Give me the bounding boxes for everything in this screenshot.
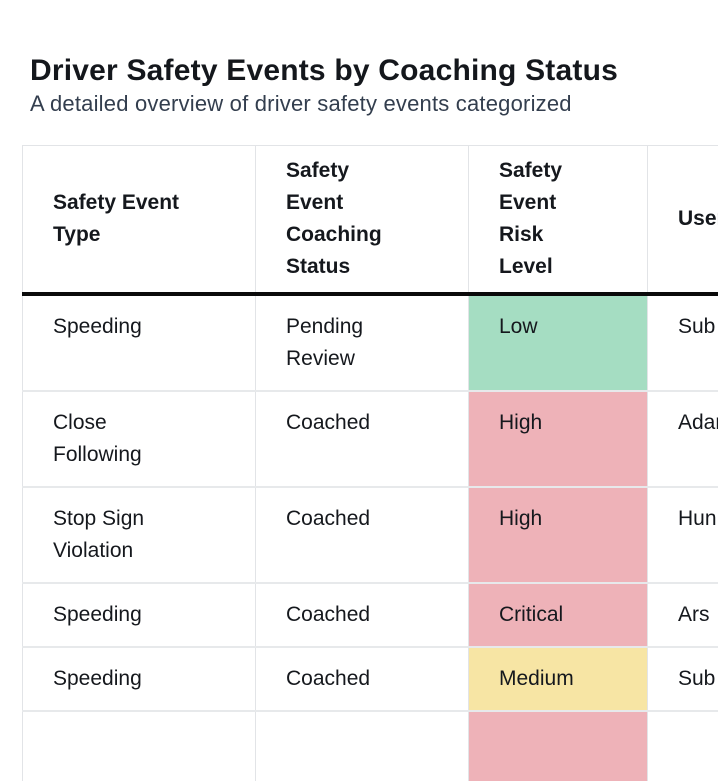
table-row: Speeding Coached Critical Ars: [23, 583, 718, 647]
column-header-safety-event-coaching-status: Safety Event Coaching Status: [256, 146, 469, 295]
cell-coaching-status: Coached: [256, 391, 469, 487]
cell-user-label: Hun: [678, 503, 717, 535]
cell-user: Hun: [648, 487, 718, 583]
cell-user-label: Ars: [678, 599, 710, 631]
column-header-label: Safety Event Coaching Status: [286, 155, 386, 283]
cell-coaching-status-label: Coached: [286, 599, 370, 631]
cell-coaching-status-label: Coached: [286, 407, 370, 439]
cell-safety-event-type: Speeding: [23, 294, 256, 391]
cell-coaching-status: Coached: [256, 487, 469, 583]
cell-safety-event-type-label: Stop Sign Violation: [53, 503, 178, 567]
table-header: Safety Event Type Safety Event Coaching S…: [23, 146, 718, 295]
column-header-label: User: [678, 203, 718, 235]
page-title: Driver Safety Events by Coaching Status: [30, 54, 618, 88]
column-header-label: Safety Event Risk Level: [499, 155, 589, 283]
cell-safety-event-type-label: Speeding: [53, 599, 142, 631]
cell-risk-level-label: High: [499, 407, 542, 439]
cell-safety-event-type: Speeding: [23, 583, 256, 647]
column-header-label: Safety Event Type: [53, 187, 188, 251]
column-header-safety-event-risk-level: Safety Event Risk Level: [469, 146, 648, 295]
cell-user: Sub: [648, 647, 718, 711]
cell-safety-event-type-label: Speeding: [53, 311, 142, 343]
cell-coaching-status-label: Pending Review: [286, 311, 396, 375]
cell-risk-level-label: Low: [499, 311, 538, 343]
cell-risk-level-badge: High: [469, 391, 648, 487]
cell-risk-level-label: Critical: [499, 599, 563, 631]
table-row: [23, 711, 718, 781]
cell-user-label: Adam: [678, 407, 718, 439]
table-body: Speeding Pending Review Low Sub Close Follow…: [23, 294, 718, 781]
table-row: Close Following Coached High Adam: [23, 391, 718, 487]
table-row: Speeding Coached Medium Sub: [23, 647, 718, 711]
cell-risk-level-badge: Medium: [469, 647, 648, 711]
cell-coaching-status: Coached: [256, 583, 469, 647]
safety-events-table-container: Safety Event Type Safety Event Coaching S…: [22, 145, 718, 781]
cell-safety-event-type: [23, 711, 256, 781]
column-header-user: User: [648, 146, 718, 295]
cell-safety-event-type: Stop Sign Violation: [23, 487, 256, 583]
cell-coaching-status: Coached: [256, 647, 469, 711]
table-header-row: Safety Event Type Safety Event Coaching S…: [23, 146, 718, 295]
table-row: Speeding Pending Review Low Sub: [23, 294, 718, 391]
cell-risk-level-badge: Critical: [469, 583, 648, 647]
cell-user: [648, 711, 718, 781]
cell-risk-level-badge: High: [469, 487, 648, 583]
cell-user: Adam: [648, 391, 718, 487]
cell-safety-event-type-label: Close Following: [53, 407, 178, 471]
cell-safety-event-type-label: Speeding: [53, 663, 142, 695]
cell-risk-level-label: High: [499, 503, 542, 535]
cell-risk-level-badge: [469, 711, 648, 781]
cell-user: Ars: [648, 583, 718, 647]
cell-coaching-status-label: Coached: [286, 663, 370, 695]
cell-safety-event-type: Close Following: [23, 391, 256, 487]
safety-events-table: Safety Event Type Safety Event Coaching S…: [22, 145, 718, 781]
table-row: Stop Sign Violation Coached High Hun: [23, 487, 718, 583]
cell-coaching-status-label: Coached: [286, 503, 370, 535]
cell-risk-level-badge: Low: [469, 294, 648, 391]
cell-safety-event-type: Speeding: [23, 647, 256, 711]
page-subtitle: A detailed overview of driver safety eve…: [30, 91, 718, 117]
cell-risk-level-label: Medium: [499, 663, 574, 695]
cell-coaching-status: Pending Review: [256, 294, 469, 391]
cell-user-label: Sub: [678, 663, 715, 695]
cell-coaching-status: [256, 711, 469, 781]
cell-user-label: Sub: [678, 311, 715, 343]
cell-user: Sub: [648, 294, 718, 391]
column-header-safety-event-type: Safety Event Type: [23, 146, 256, 295]
